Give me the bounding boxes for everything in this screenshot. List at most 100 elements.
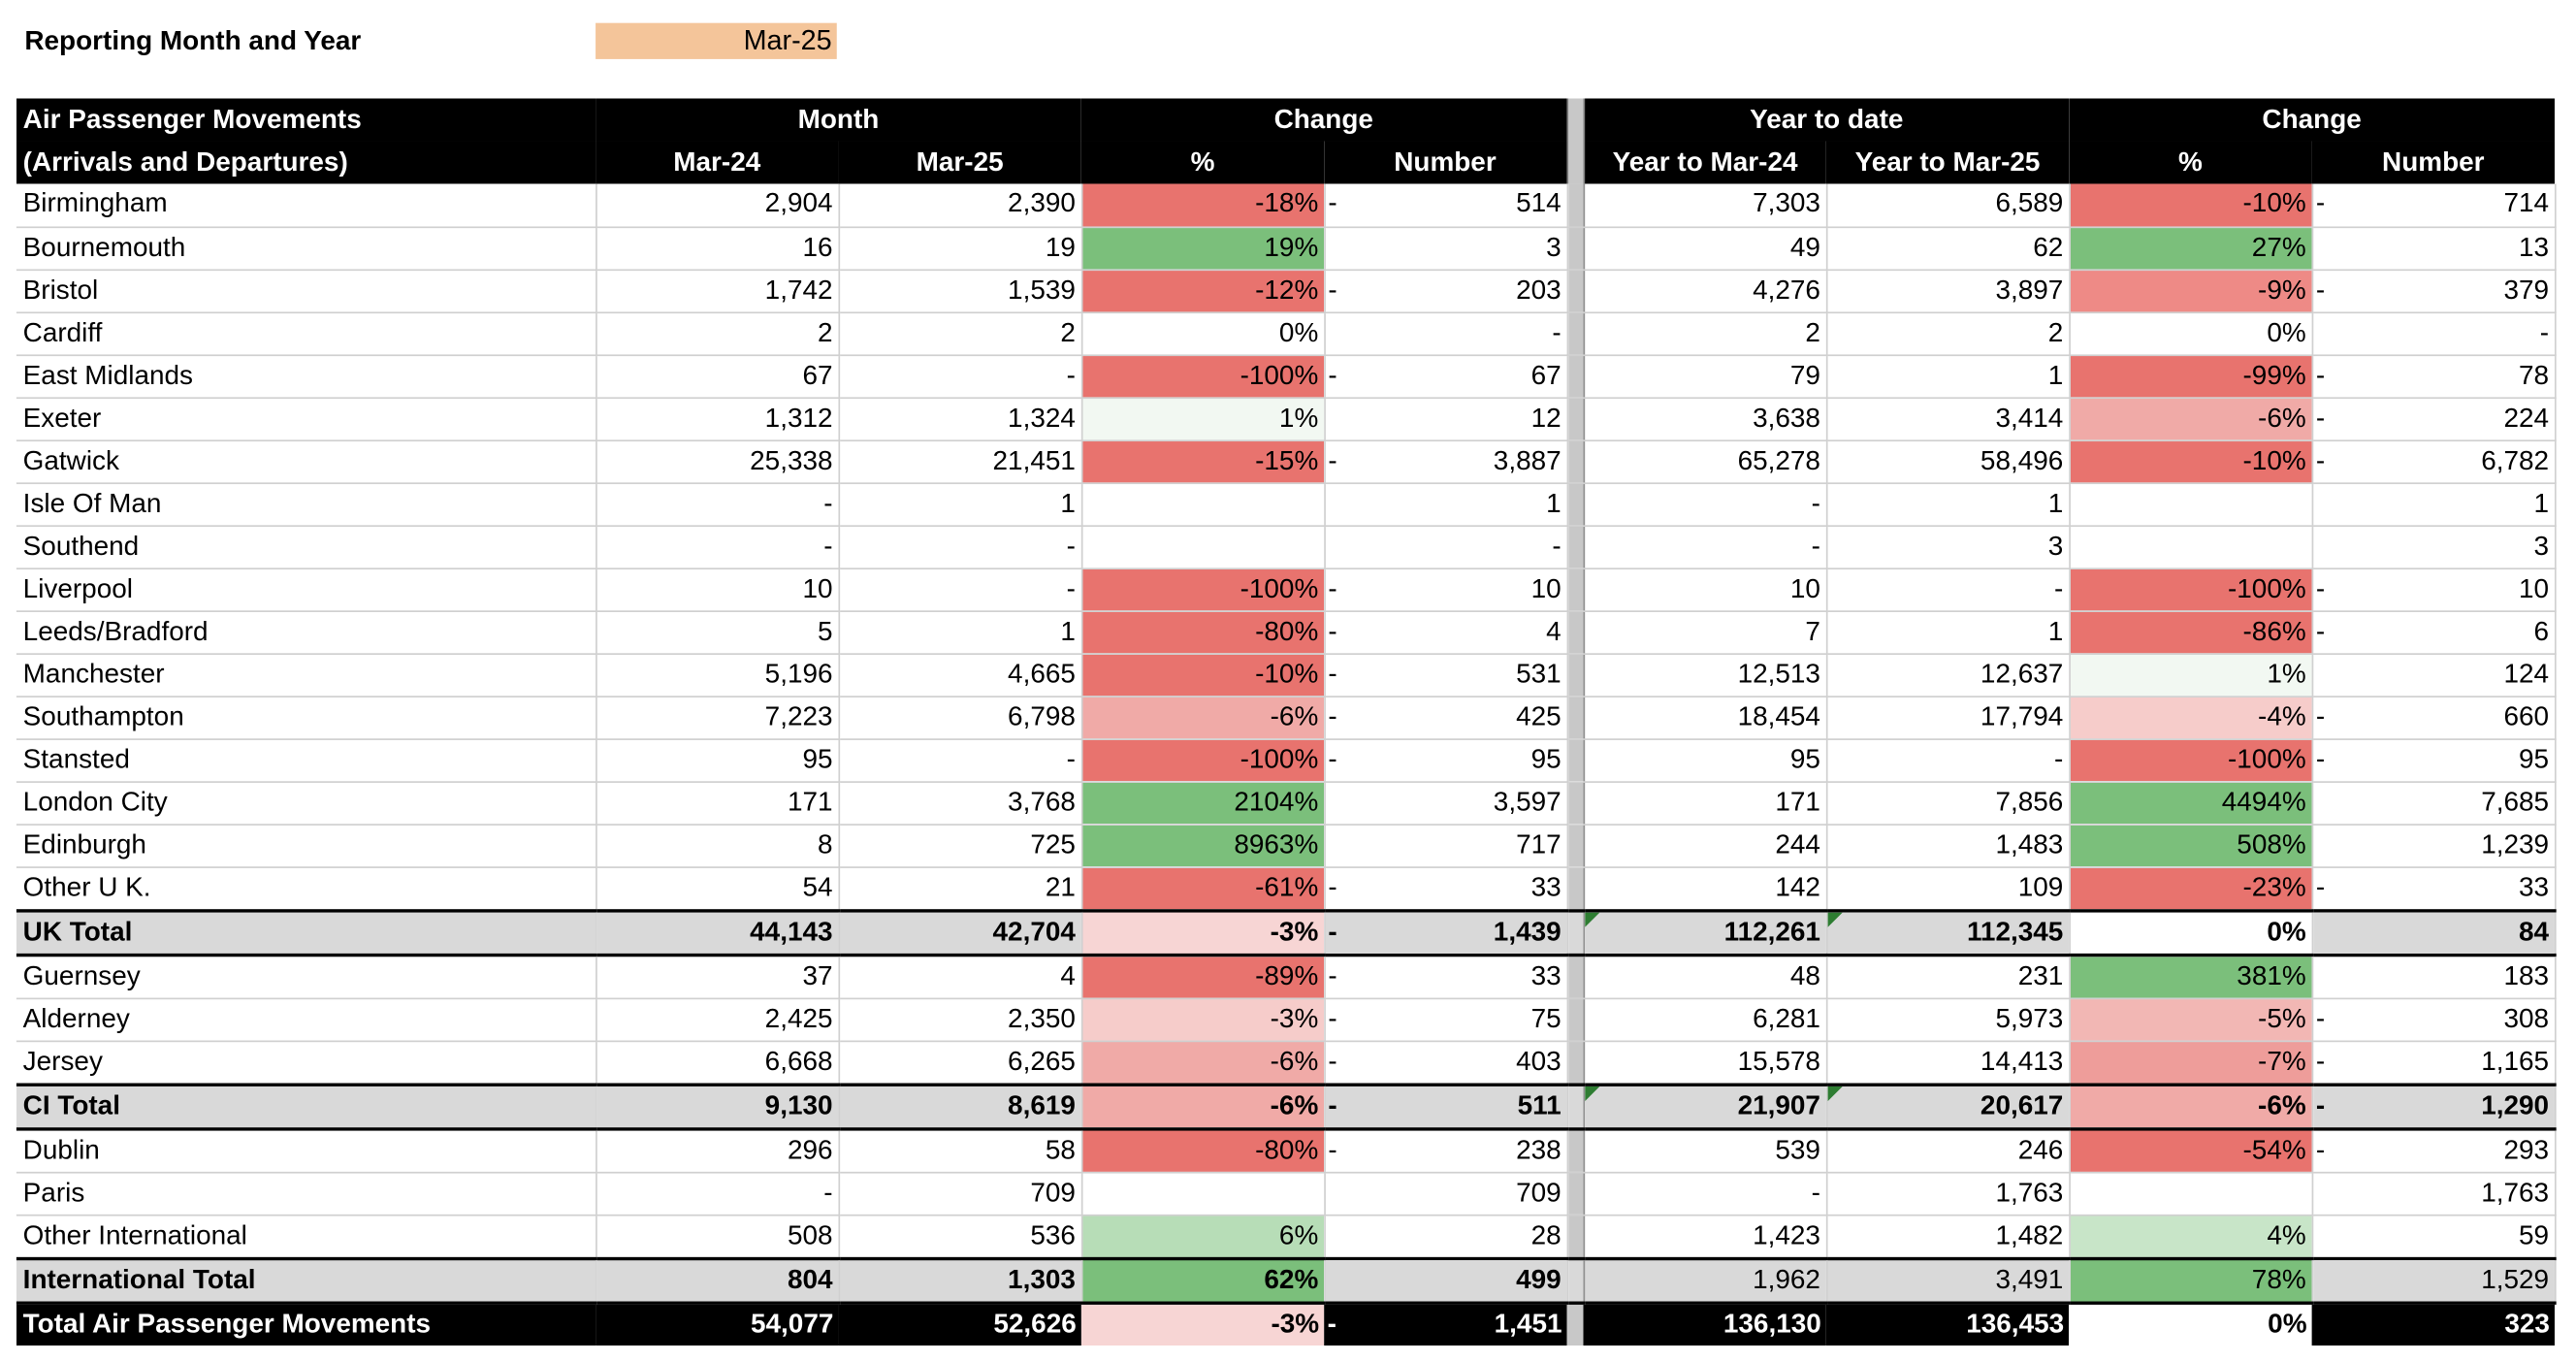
cell-ytd-number-change[interactable]: 7,685 [2311, 781, 2556, 826]
cell-ytd-pct-change[interactable]: 1% [2069, 653, 2313, 697]
cell-month-mar-24[interactable]: 25,338 [596, 439, 840, 484]
cell-month-pct-change[interactable]: -80% [1080, 610, 1326, 655]
cell-month-number-change[interactable]: - 95 [1324, 738, 1568, 783]
cell-month-mar-25[interactable]: 536 [838, 1214, 1082, 1259]
cell-ytd-pct-change[interactable] [2069, 1171, 2313, 1216]
cell-ytd-number-change[interactable]: 13 [2311, 226, 2556, 271]
cell-month-number-change[interactable]: - 514 [1324, 183, 1568, 228]
cell-ytd-pct-change[interactable] [2069, 525, 2313, 569]
cell-ytd-number-change[interactable]: 84 [2311, 908, 2556, 957]
cell-ytd-mar-25[interactable]: 231 [1825, 954, 2071, 999]
cell-month-mar-25[interactable]: 1 [838, 610, 1082, 655]
cell-ytd-mar-25[interactable]: 136,453 [1825, 1302, 2070, 1346]
cell-ytd-number-change[interactable]: 1,239 [2311, 824, 2556, 868]
cell-ytd-pct-change[interactable]: 27% [2069, 226, 2313, 271]
cell-ytd-mar-24[interactable]: 142 [1583, 866, 1827, 911]
cell-month-number-change[interactable]: 28 [1324, 1214, 1568, 1259]
cell-ytd-mar-24[interactable]: 539 [1583, 1128, 1827, 1173]
cell-month-mar-24[interactable]: 5,196 [596, 653, 840, 697]
cell-month-number-change[interactable]: 499 [1324, 1255, 1568, 1305]
row-label[interactable]: Manchester [16, 653, 596, 697]
row-label[interactable]: Jersey [16, 1040, 596, 1086]
row-label[interactable]: Gatwick [16, 439, 596, 484]
cell-month-mar-25[interactable]: 4 [838, 954, 1082, 999]
cell-month-mar-24[interactable]: 1,742 [596, 269, 840, 313]
cell-month-number-change[interactable]: 717 [1324, 824, 1568, 868]
cell-month-pct-change[interactable]: -6% [1080, 1082, 1326, 1130]
cell-ytd-number-change[interactable]: - 660 [2311, 696, 2556, 740]
cell-ytd-pct-change[interactable]: -6% [2069, 397, 2313, 441]
cell-month-mar-25[interactable]: 2,350 [838, 997, 1082, 1042]
cell-month-pct-change[interactable] [1080, 482, 1326, 527]
cell-month-mar-24[interactable]: 8 [596, 824, 840, 868]
cell-ytd-mar-24[interactable]: 136,130 [1583, 1302, 1826, 1346]
cell-month-mar-24[interactable]: 7,223 [596, 696, 840, 740]
cell-ytd-mar-24[interactable]: 112,261 [1583, 908, 1827, 957]
cell-ytd-pct-change[interactable]: 508% [2069, 824, 2313, 868]
cell-month-mar-24[interactable]: 44,143 [596, 908, 840, 957]
cell-ytd-mar-24[interactable]: 49 [1583, 226, 1827, 271]
row-label[interactable]: Exeter [16, 397, 596, 441]
cell-month-mar-25[interactable]: 1 [838, 482, 1082, 527]
cell-ytd-pct-change[interactable]: -23% [2069, 866, 2313, 911]
cell-ytd-mar-25[interactable]: 58,496 [1825, 439, 2071, 484]
cell-ytd-mar-25[interactable]: 112,345 [1825, 908, 2071, 957]
cell-ytd-mar-25[interactable]: 1,482 [1825, 1214, 2071, 1259]
row-label[interactable]: Alderney [16, 997, 596, 1042]
row-label[interactable]: Dublin [16, 1128, 596, 1173]
cell-ytd-number-change[interactable]: - [2311, 311, 2556, 356]
cell-ytd-pct-change[interactable]: 0% [2069, 1302, 2312, 1346]
cell-ytd-mar-25[interactable]: 1,483 [1825, 824, 2071, 868]
cell-ytd-number-change[interactable]: 3 [2311, 525, 2556, 569]
cell-ytd-number-change[interactable]: 1,763 [2311, 1171, 2556, 1216]
cell-ytd-number-change[interactable]: - 6,782 [2311, 439, 2556, 484]
cell-month-number-change[interactable]: - 425 [1324, 696, 1568, 740]
cell-month-pct-change[interactable]: -18% [1080, 183, 1326, 228]
cell-ytd-pct-change[interactable] [2069, 482, 2313, 527]
cell-month-mar-24[interactable]: 95 [596, 738, 840, 783]
cell-month-number-change[interactable]: 3,597 [1324, 781, 1568, 826]
row-label[interactable]: Bournemouth [16, 226, 596, 271]
cell-ytd-number-change[interactable]: - 379 [2311, 269, 2556, 313]
cell-month-number-change[interactable]: - 403 [1324, 1040, 1568, 1086]
cell-month-number-change[interactable]: 12 [1324, 397, 1568, 441]
cell-month-mar-24[interactable]: 804 [596, 1255, 840, 1305]
cell-month-mar-25[interactable]: 8,619 [838, 1082, 1082, 1130]
cell-month-mar-25[interactable]: - [838, 738, 1082, 783]
cell-month-number-change[interactable]: 3 [1324, 226, 1568, 271]
row-label[interactable]: London City [16, 781, 596, 826]
cell-ytd-mar-25[interactable]: 12,637 [1825, 653, 2071, 697]
cell-ytd-number-change[interactable]: - 293 [2311, 1128, 2556, 1173]
cell-ytd-mar-25[interactable]: 3,414 [1825, 397, 2071, 441]
cell-month-number-change[interactable]: - 10 [1324, 568, 1568, 612]
cell-ytd-mar-24[interactable]: 95 [1583, 738, 1827, 783]
cell-ytd-mar-25[interactable]: 20,617 [1825, 1082, 2071, 1130]
cell-month-number-change[interactable]: - 33 [1324, 866, 1568, 911]
cell-month-number-change[interactable]: 1 [1324, 482, 1568, 527]
cell-ytd-mar-25[interactable]: 17,794 [1825, 696, 2071, 740]
cell-month-number-change[interactable]: -4 [1324, 610, 1568, 655]
cell-month-mar-24[interactable]: 5 [596, 610, 840, 655]
cell-ytd-mar-24[interactable]: 1,423 [1583, 1214, 1827, 1259]
cell-month-pct-change[interactable]: -6% [1080, 696, 1326, 740]
cell-month-number-change[interactable]: - 3,887 [1324, 439, 1568, 484]
row-label[interactable]: UK Total [16, 908, 596, 957]
row-label[interactable]: Isle Of Man [16, 482, 596, 527]
cell-month-pct-change[interactable]: -100% [1080, 568, 1326, 612]
cell-ytd-pct-change[interactable]: -100% [2069, 738, 2313, 783]
cell-month-mar-24[interactable]: 54,077 [596, 1302, 839, 1346]
cell-ytd-number-change[interactable]: 183 [2311, 954, 2556, 999]
cell-ytd-mar-24[interactable]: 244 [1583, 824, 1827, 868]
cell-month-mar-25[interactable]: 21 [838, 866, 1082, 911]
row-label[interactable]: International Total [16, 1255, 596, 1305]
cell-month-mar-25[interactable]: 1,324 [838, 397, 1082, 441]
cell-month-pct-change[interactable]: 19% [1080, 226, 1326, 271]
cell-ytd-mar-25[interactable]: 1 [1825, 482, 2071, 527]
cell-month-mar-25[interactable]: 6,798 [838, 696, 1082, 740]
cell-ytd-pct-change[interactable]: 4% [2069, 1214, 2313, 1259]
cell-month-mar-24[interactable]: 1,312 [596, 397, 840, 441]
cell-month-mar-24[interactable]: 296 [596, 1128, 840, 1173]
cell-month-mar-24[interactable]: 16 [596, 226, 840, 271]
cell-ytd-pct-change[interactable]: -99% [2069, 354, 2313, 399]
cell-ytd-mar-24[interactable]: 10 [1583, 568, 1827, 612]
